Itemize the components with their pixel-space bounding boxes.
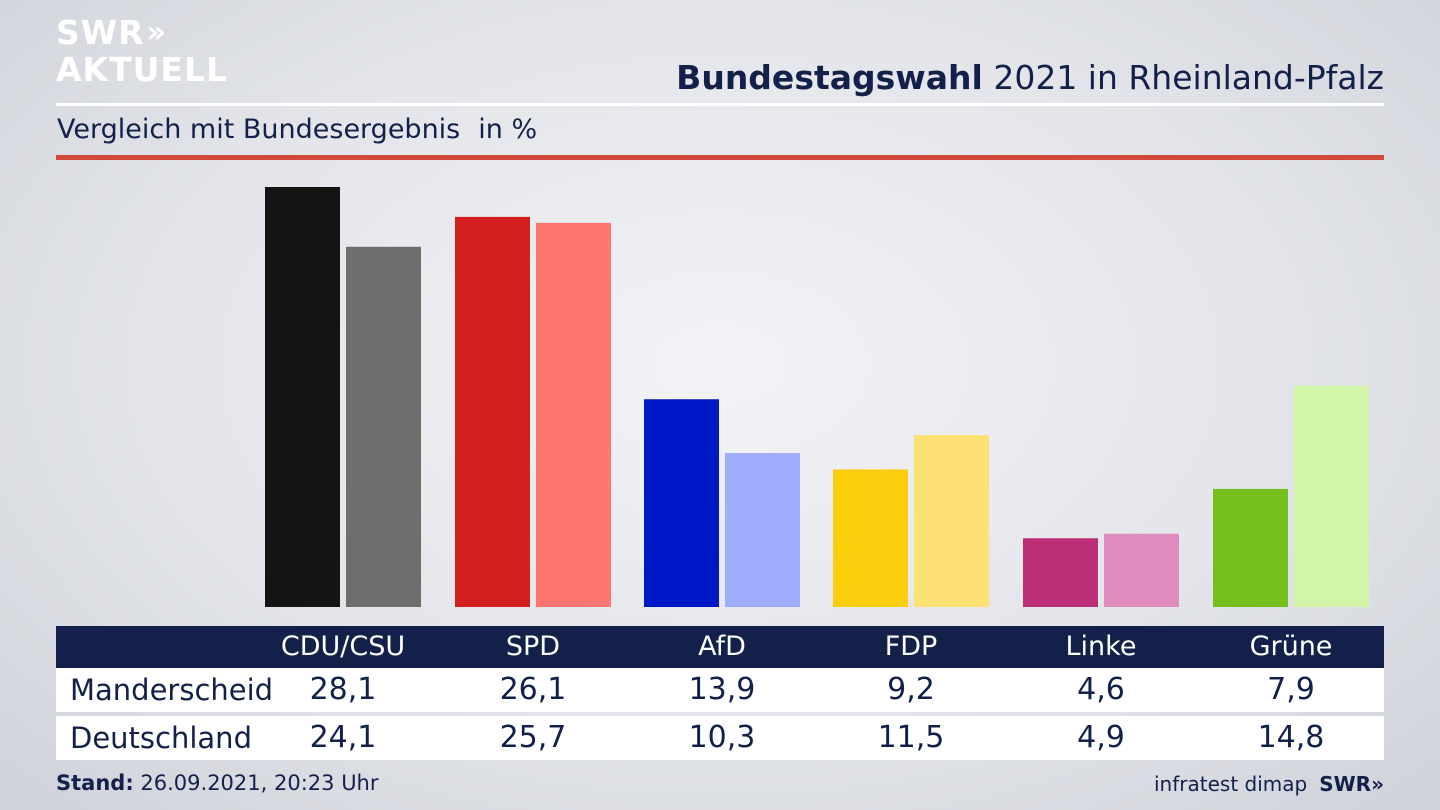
table-header: CDU/CSU SPD AfD FDP Linke Grüne bbox=[56, 626, 1384, 668]
value-cell: 26,1 bbox=[499, 672, 567, 707]
logo-chevron-icon: » bbox=[146, 14, 166, 50]
timestamp-value: 26.09.2021, 20:23 Uhr bbox=[140, 771, 379, 795]
bar-deutschland-spd bbox=[536, 222, 611, 607]
source-text: infratest dimap bbox=[1154, 772, 1308, 796]
logo-swr-text: SWR bbox=[56, 13, 145, 52]
subtitle-divider bbox=[56, 155, 1384, 160]
bar-manderscheid-gr-ne bbox=[1213, 488, 1288, 607]
chart-subtitle: Vergleich mit Bundesergebnis in % bbox=[57, 114, 537, 145]
value-cell: 28,1 bbox=[309, 672, 377, 707]
swr-brand-logo: SWR» bbox=[1319, 772, 1384, 796]
unit-label: in % bbox=[478, 114, 538, 145]
row-label: Manderscheid bbox=[70, 673, 274, 707]
table-row: Deutschland 24,1 25,7 10,3 11,5 4,9 14,8 bbox=[56, 716, 1384, 760]
timestamp: Stand: 26.09.2021, 20:23 Uhr bbox=[56, 771, 379, 795]
bar-manderscheid-cdu-csu bbox=[265, 187, 340, 607]
value-cell: 10,3 bbox=[688, 720, 756, 755]
bar-deutschland-gr-ne bbox=[1294, 385, 1369, 607]
value-cell: 14,8 bbox=[1257, 720, 1325, 755]
value-cell: 11,5 bbox=[877, 720, 945, 755]
value-cell: 4,6 bbox=[1077, 672, 1125, 707]
chart-title-rest: 2021 in Rheinland-Pfalz bbox=[993, 58, 1384, 97]
bar-deutschland-afd bbox=[725, 453, 800, 607]
bar-deutschland-cdu-csu bbox=[346, 246, 421, 607]
logo-aktuell-text: AKTUELL bbox=[56, 50, 229, 89]
bar-manderscheid-afd bbox=[644, 399, 719, 607]
bar-manderscheid-fdp bbox=[833, 469, 908, 607]
header-linke: Linke bbox=[1065, 631, 1137, 662]
value-cell: 25,7 bbox=[499, 720, 567, 755]
subtitle-text: Vergleich mit Bundesergebnis bbox=[57, 114, 461, 145]
chart-title-bold: Bundestagswahl bbox=[676, 58, 983, 97]
header-spd: SPD bbox=[505, 631, 561, 662]
value-cell: 13,9 bbox=[688, 672, 756, 707]
results-table: CDU/CSU SPD AfD FDP Linke Grüne Mandersc… bbox=[56, 626, 1384, 760]
title-divider bbox=[56, 103, 1384, 106]
bar-chart bbox=[265, 187, 1369, 607]
value-cell: 9,2 bbox=[887, 672, 935, 707]
source-credit: infratest dimap SWR» bbox=[1154, 772, 1384, 796]
chart-title: Bundestagswahl 2021 in Rheinland-Pfalz bbox=[676, 58, 1384, 97]
swr-aktuell-logo: SWR» AKTUELL bbox=[56, 16, 228, 86]
bar-manderscheid-spd bbox=[455, 216, 530, 607]
header-afd: AfD bbox=[698, 631, 746, 662]
header-gruene: Grüne bbox=[1249, 631, 1333, 662]
table-row: Manderscheid 28,1 26,1 13,9 9,2 4,6 7,9 bbox=[56, 668, 1384, 712]
value-cell: 4,9 bbox=[1077, 720, 1125, 755]
bar-deutschland-fdp bbox=[914, 435, 989, 607]
value-cell: 24,1 bbox=[309, 720, 377, 755]
value-cell: 7,9 bbox=[1267, 672, 1315, 707]
timestamp-label: Stand: bbox=[56, 771, 134, 795]
bar-deutschland-linke bbox=[1104, 533, 1179, 607]
row-label: Deutschland bbox=[70, 721, 252, 755]
header-cdu: CDU/CSU bbox=[280, 631, 406, 662]
bar-manderscheid-linke bbox=[1023, 538, 1098, 607]
header-fdp: FDP bbox=[884, 631, 938, 662]
